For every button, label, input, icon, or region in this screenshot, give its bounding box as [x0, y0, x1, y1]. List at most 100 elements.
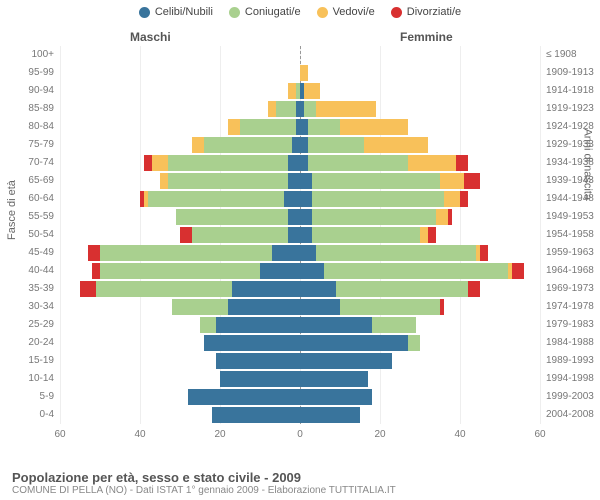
bar-segment-single [288, 209, 300, 225]
bar-segment-divorced [480, 245, 488, 261]
bar-segment-single [216, 353, 300, 369]
birth-year-label: 1979-1983 [540, 316, 594, 334]
bar-segment-divorced [464, 173, 480, 189]
bar-segment-widowed [288, 83, 296, 99]
pyramid-row: 60-641944-1948 [60, 190, 540, 208]
bar-segment-divorced [440, 299, 444, 315]
age-label: 30-34 [4, 298, 60, 316]
bar-segment-divorced [428, 227, 436, 243]
birth-year-label: 1909-1913 [540, 64, 594, 82]
bar-segment-single [232, 281, 300, 297]
bar-segment-married [308, 137, 364, 153]
bar-segment-single [284, 191, 300, 207]
pyramid-row: 95-991909-1913 [60, 64, 540, 82]
bar-male [140, 191, 300, 207]
bar-segment-single [220, 371, 300, 387]
legend-label: Vedovi/e [333, 6, 375, 18]
age-label: 10-14 [4, 370, 60, 388]
bar-segment-single [300, 353, 392, 369]
bar-segment-single [300, 227, 312, 243]
bar-segment-divorced [144, 155, 152, 171]
bar-segment-widowed [444, 191, 460, 207]
x-tick-label: 60 [534, 429, 545, 440]
birth-year-label: 1949-1953 [540, 208, 594, 226]
birth-year-label: 1954-1958 [540, 226, 594, 244]
bar-segment-widowed [436, 209, 448, 225]
x-tick-label: 20 [374, 429, 385, 440]
bar-segment-widowed [340, 119, 408, 135]
x-tick-label: 0 [297, 429, 303, 440]
bar-male [216, 353, 300, 369]
bar-segment-single [300, 209, 312, 225]
bar-male [88, 245, 300, 261]
bar-segment-divorced [88, 245, 100, 261]
bar-male [212, 407, 300, 423]
bar-segment-divorced [80, 281, 96, 297]
bar-segment-widowed [300, 65, 308, 81]
age-label: 25-29 [4, 316, 60, 334]
bar-segment-married [324, 263, 508, 279]
pyramid-row: 30-341974-1978 [60, 298, 540, 316]
bar-segment-single [300, 191, 312, 207]
pyramid-row: 85-891919-1923 [60, 100, 540, 118]
pyramid-row: 70-741934-1938 [60, 154, 540, 172]
bar-female [300, 119, 408, 135]
bar-segment-single [288, 155, 300, 171]
bar-female [300, 209, 452, 225]
bar-male [172, 299, 300, 315]
birth-year-label: 1929-1933 [540, 136, 594, 154]
age-label: 100+ [4, 46, 60, 64]
bar-male [192, 137, 300, 153]
bar-male [220, 371, 300, 387]
bar-segment-married [312, 191, 444, 207]
birth-year-label: 1984-1988 [540, 334, 594, 352]
bar-segment-married [168, 173, 288, 189]
bar-segment-married [336, 281, 468, 297]
bar-segment-married [200, 317, 216, 333]
bar-female [300, 65, 308, 81]
pyramid-row: 25-291979-1983 [60, 316, 540, 334]
bar-segment-married [204, 137, 292, 153]
bar-segment-married [192, 227, 288, 243]
pyramid-row: 40-441964-1968 [60, 262, 540, 280]
bar-female [300, 101, 376, 117]
bar-segment-single [300, 389, 372, 405]
bar-segment-single [288, 227, 300, 243]
legend-item: Vedovi/e [317, 6, 375, 18]
bar-female [300, 317, 416, 333]
bar-segment-married [100, 263, 260, 279]
chart-title: Popolazione per età, sesso e stato civil… [12, 470, 396, 485]
bar-segment-single [288, 173, 300, 189]
bar-male [200, 317, 300, 333]
age-label: 5-9 [4, 388, 60, 406]
legend-label: Divorziati/e [407, 6, 461, 18]
bar-segment-married [372, 317, 416, 333]
age-label: 55-59 [4, 208, 60, 226]
pyramid-row: 65-691939-1943 [60, 172, 540, 190]
birth-year-label: 1959-1963 [540, 244, 594, 262]
pyramid-row: 5-91999-2003 [60, 388, 540, 406]
bar-female [300, 389, 372, 405]
bar-segment-married [100, 245, 272, 261]
pyramid-row: 50-541954-1958 [60, 226, 540, 244]
birth-year-label: 1914-1918 [540, 82, 594, 100]
bar-segment-single [228, 299, 300, 315]
bar-female [300, 245, 488, 261]
x-tick-label: 40 [134, 429, 145, 440]
age-label: 0-4 [4, 406, 60, 424]
birth-year-label: 1974-1978 [540, 298, 594, 316]
bar-segment-divorced [512, 263, 524, 279]
birth-year-label: ≤ 1908 [540, 46, 577, 64]
bar-segment-widowed [228, 119, 240, 135]
bar-segment-divorced [180, 227, 192, 243]
pyramid-row: 15-191989-1993 [60, 352, 540, 370]
bar-segment-divorced [92, 263, 100, 279]
pyramid-row: 100+≤ 1908 [60, 46, 540, 64]
header-male: Maschi [130, 30, 171, 44]
birth-year-label: 1999-2003 [540, 388, 594, 406]
bar-segment-single [300, 245, 316, 261]
bar-segment-widowed [364, 137, 428, 153]
pyramid-row: 80-841924-1928 [60, 118, 540, 136]
bar-segment-married [308, 119, 340, 135]
bar-segment-married [340, 299, 440, 315]
